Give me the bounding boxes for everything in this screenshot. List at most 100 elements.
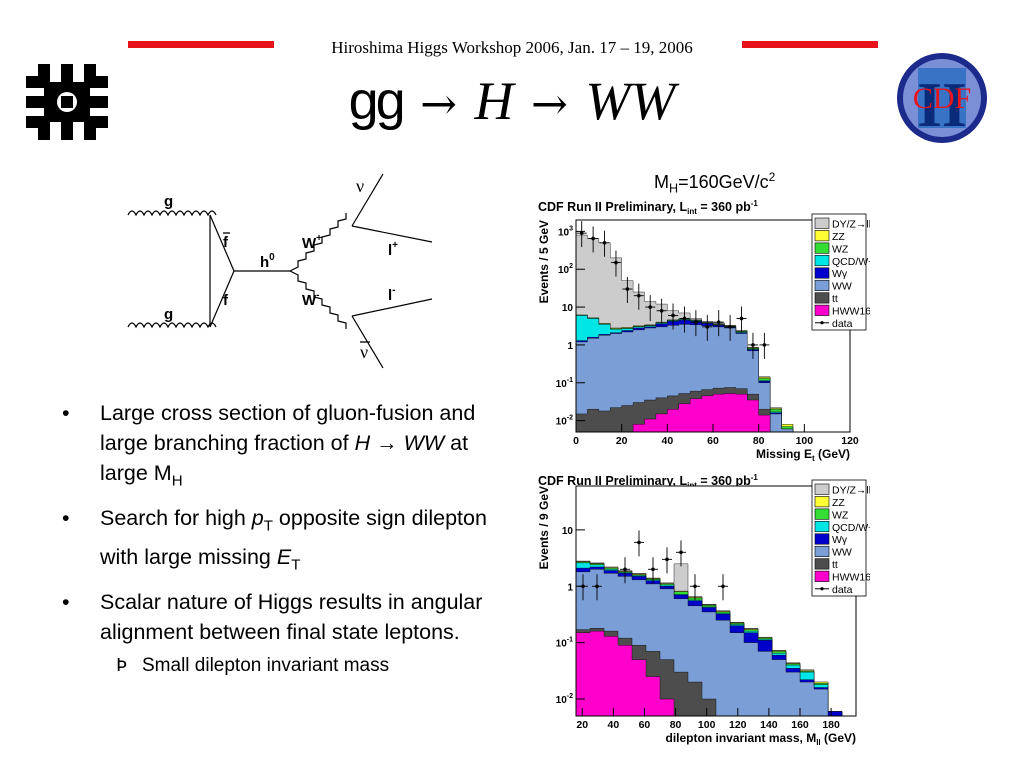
x-tick-label: 140: [760, 719, 778, 731]
legend-label: HWW160: [832, 306, 870, 318]
x-tick-label: 20: [576, 719, 588, 731]
x-tick-label: 60: [639, 719, 651, 731]
legend-label: DY/Z→ll: [832, 218, 870, 230]
lplus-line: [351, 225, 433, 243]
label-fbar: f: [223, 234, 229, 251]
slide-title: gg → H → WW: [0, 66, 1024, 140]
legend-label: DY/Z→ll: [832, 484, 870, 496]
data-point: [751, 343, 755, 347]
x-tick-label: 120: [841, 435, 859, 447]
fermion-loop-bottom: [209, 270, 235, 328]
data-point: [623, 567, 627, 572]
legend-swatch: [814, 545, 830, 557]
x-tick-label: 120: [729, 719, 747, 731]
legend-label: WW: [832, 547, 852, 559]
data-point: [762, 343, 767, 347]
x-tick-label: 80: [670, 719, 682, 731]
label-nubar: ν: [360, 342, 368, 362]
legend-swatch: [814, 521, 830, 533]
sub-bullet-arrow: Þ: [116, 654, 127, 676]
sub-bullet-1: Þ Small dilepton invariant mass: [116, 654, 390, 676]
title-gg: gg: [348, 71, 406, 131]
legend-swatch: [814, 230, 830, 242]
bullet-list: • Large cross section of gluon-fusion an…: [62, 398, 502, 685]
x-axis-label: dilepton invariant mass, Mll (GeV): [666, 731, 857, 746]
fermilab-logo: [26, 64, 108, 140]
legend-label: HWW160: [832, 572, 870, 584]
legend-label: WZ: [832, 243, 849, 255]
data-point: [705, 325, 710, 329]
label-wminus: W-: [302, 290, 320, 309]
x-tick-label: 20: [616, 435, 628, 447]
x-tick-label: 160: [791, 719, 809, 731]
legend-swatch: [814, 508, 830, 520]
y-tick-label: 102: [558, 263, 573, 276]
y-tick-label: 1: [567, 341, 573, 352]
legend-swatch: [814, 255, 830, 267]
legend-label: data: [832, 584, 853, 596]
legend-label: tt: [832, 559, 838, 571]
bullet-1: • Large cross section of gluon-fusion an…: [62, 398, 502, 496]
bullet-dot: •: [62, 589, 70, 614]
histogram-stack: [576, 530, 856, 716]
legend-swatch: [814, 570, 830, 582]
x-tick-label: 80: [753, 435, 765, 447]
data-point: [625, 287, 630, 291]
bullet-2: • Search for high pT opposite sign dilep…: [62, 503, 502, 580]
legend-label: WW: [832, 281, 852, 293]
data-point: [648, 305, 653, 309]
gluon-top: [127, 210, 217, 217]
legend-swatch: [814, 558, 830, 570]
plot-frame: [575, 485, 857, 717]
legend-label: data: [832, 318, 853, 330]
data-point: [728, 325, 732, 329]
y-tick-label: 10-2: [556, 415, 573, 428]
data-point: [602, 240, 607, 245]
gluon-bottom: [127, 322, 217, 329]
label-nu: ν: [356, 176, 364, 196]
legend-label: Wγ: [832, 268, 848, 280]
y-tick-label: 10: [562, 526, 574, 537]
data-point: [739, 316, 744, 321]
data-point: [694, 320, 698, 324]
nu-line: [351, 173, 384, 227]
title-arrow-1: →: [420, 79, 458, 130]
cdf-logo-text: CDF: [913, 82, 971, 115]
y-tick-label: 1: [567, 582, 573, 593]
hist-HWW160: [576, 393, 850, 432]
legend-swatch: [814, 483, 830, 495]
legend-label: Wγ: [832, 534, 848, 546]
data-point: [591, 236, 595, 241]
data-point: [671, 313, 675, 318]
data-point: [595, 584, 599, 589]
data-point: [693, 584, 697, 589]
data-point: [665, 557, 669, 562]
wminus-boson: [289, 270, 347, 329]
data-point: [614, 260, 618, 265]
x-tick-label: 180: [822, 719, 840, 731]
label-lminus: l-: [388, 285, 396, 304]
cdf-logo-numeral: II: [917, 69, 967, 140]
legend-swatch: [814, 533, 830, 545]
workshop-header: Hiroshima Higgs Workshop 2006, Jan. 17 –…: [331, 38, 693, 57]
feynman-diagram: g g f f h0 W+ W- ν l+ l- ν: [127, 173, 433, 369]
x-tick-label: 100: [698, 719, 716, 731]
data-point: [682, 316, 687, 321]
legend-label: ZZ: [832, 231, 845, 243]
legend-swatch: [814, 304, 830, 316]
bullet-3: • Scalar nature of Higgs results in angu…: [62, 587, 502, 647]
header-right-bar: [742, 41, 878, 48]
data-point: [636, 293, 641, 298]
hist-HWW160: [576, 630, 856, 716]
wplus-boson: [289, 213, 347, 272]
label-f: f: [223, 292, 229, 309]
label-lplus: l+: [388, 240, 398, 259]
legend-swatch: [814, 292, 830, 304]
legend-label: ZZ: [832, 497, 845, 509]
title-WW: WW: [585, 71, 676, 131]
x-tick-label: 0: [573, 435, 579, 447]
y-tick-label: 103: [558, 225, 573, 238]
label-h0: h0: [260, 252, 275, 271]
header-left-bar: [128, 41, 274, 48]
legend-swatch: [814, 267, 830, 279]
